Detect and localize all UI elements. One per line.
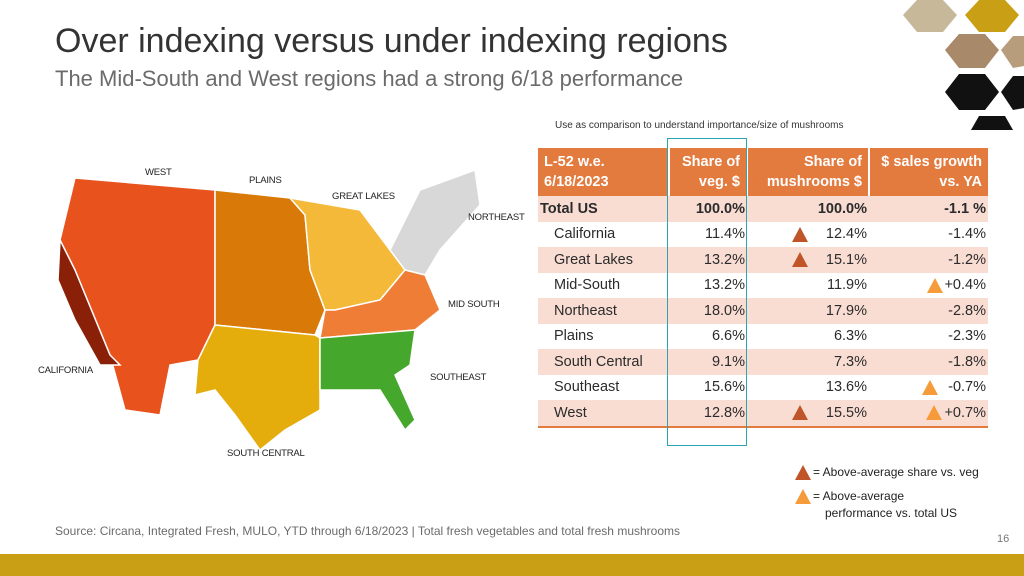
table-cell-region: South Central bbox=[538, 349, 669, 375]
table-cell-veg: 100.0% bbox=[669, 196, 747, 222]
table-cell-growth: -1.2% bbox=[869, 247, 988, 273]
source-note: Source: Circana, Integrated Fresh, MULO,… bbox=[55, 524, 681, 538]
table-header-share-veg: Share of veg. $ bbox=[669, 148, 748, 196]
map-label-southeast: SOUTHEAST bbox=[430, 372, 487, 383]
above-average-share-icon bbox=[791, 405, 808, 421]
hexagon-photo-mushrooms-3 bbox=[1001, 36, 1024, 68]
table-cell-veg: 6.6% bbox=[711, 328, 745, 345]
map-label-west: WEST bbox=[145, 167, 172, 178]
table-cell-growth: -1.8% bbox=[869, 349, 988, 375]
page-number: 16 bbox=[997, 533, 1010, 545]
map-label-california: CALIFORNIA bbox=[38, 365, 94, 376]
above-average-performance-icon bbox=[922, 379, 939, 395]
table-cell-mush: 12.4% bbox=[747, 222, 869, 248]
table-cell-mush: 6.3% bbox=[833, 328, 867, 345]
table-row: Plains 6.6% 6.3% -2.3% bbox=[538, 324, 988, 350]
map-region-northeast bbox=[389, 168, 481, 276]
table-cell-growth: +0.4% bbox=[869, 273, 988, 299]
table-cell-region: West bbox=[538, 400, 669, 428]
table-row: Northeast 18.0% 17.9% -2.8% bbox=[538, 298, 988, 324]
hexagon-black-1 bbox=[945, 74, 999, 110]
footer-bar bbox=[0, 554, 1024, 576]
table-cell-region: Plains bbox=[554, 328, 594, 345]
hexagon-gold-1 bbox=[965, 0, 1019, 32]
table-cell-region: Northeast bbox=[538, 298, 669, 324]
table-cell-mush: 13.6% bbox=[825, 379, 867, 396]
table-cell-mush: 15.1% bbox=[747, 247, 869, 273]
above-average-performance-icon bbox=[927, 277, 944, 293]
table-row: Total US 100.0% 100.0% -1.1 % bbox=[538, 196, 988, 222]
table-cell-growth: -2.8% bbox=[869, 298, 988, 324]
slide-subtitle: The Mid-South and West regions had a str… bbox=[55, 66, 684, 91]
table-cell-mush: 11.9% bbox=[826, 277, 867, 294]
table-row: West 12.8% 15.5% +0.7% bbox=[538, 400, 988, 428]
table-cell-growth: +0.7% bbox=[869, 400, 988, 428]
table-cell-mush: 15.5% bbox=[747, 400, 869, 428]
hexagon-photo-mushrooms-1 bbox=[903, 0, 957, 32]
table-cell-mush: 17.9% bbox=[747, 298, 869, 324]
table-cell-veg: 15.6% bbox=[703, 379, 745, 396]
table-cell-region: Total US bbox=[538, 196, 669, 222]
table-row: Mid-South 13.2% 11.9% +0.4% bbox=[538, 273, 988, 299]
legend-above-average-performance: = Above-average bbox=[795, 489, 904, 505]
dark-triangle-icon bbox=[795, 465, 811, 481]
map-label-plains: PLAINS bbox=[249, 175, 282, 186]
table-row: California 11.4% 12.4% -1.4% bbox=[538, 222, 988, 248]
table-cell-veg: 9.1% bbox=[669, 349, 747, 375]
table-cell-growth: -1.4% bbox=[948, 226, 986, 243]
map-label-great-lakes: GREAT LAKES bbox=[332, 191, 395, 202]
above-average-performance-icon bbox=[926, 405, 943, 421]
table-header-share-mushrooms: Share of mushrooms $ bbox=[747, 148, 870, 196]
light-triangle-icon bbox=[795, 489, 811, 505]
map-region-south-central bbox=[194, 324, 321, 452]
table-row: Great Lakes 13.2% 15.1% -1.2% bbox=[538, 247, 988, 273]
mushroom-hexagon-images bbox=[903, 0, 1024, 130]
legend-above-average-share: = Above-average share vs. veg bbox=[795, 465, 979, 481]
table-header-sales-growth: $ sales growth vs. YA bbox=[869, 148, 988, 196]
table-cell-growth: -0.7% bbox=[869, 375, 988, 401]
map-region-southeast bbox=[319, 329, 416, 432]
table-header-period: L-52 w.e. 6/18/2023 bbox=[538, 148, 670, 196]
table-cell-veg: 18.0% bbox=[669, 298, 747, 324]
table-cell-mush: 100.0% bbox=[747, 196, 869, 222]
table-cell-veg: 13.2% bbox=[669, 247, 747, 273]
table-cell-region: Southeast bbox=[554, 379, 620, 396]
comparison-note: Use as comparison to understand importan… bbox=[555, 120, 844, 131]
table-cell-veg: 11.4% bbox=[704, 226, 745, 243]
table-cell-veg: 13.2% bbox=[703, 277, 745, 294]
hexagon-photo-mushrooms-2 bbox=[945, 34, 999, 68]
map-label-mid-south: MID SOUTH bbox=[448, 299, 500, 310]
regional-share-table: L-52 w.e. 6/18/2023 Share of veg. $ Shar… bbox=[538, 148, 988, 428]
table-cell-veg: 12.8% bbox=[669, 400, 747, 428]
hexagon-black-2 bbox=[1001, 76, 1024, 110]
legend-above-average-performance-line2: performance vs. total US bbox=[825, 506, 958, 520]
hexagon-black-3 bbox=[971, 116, 1013, 130]
map-region-california bbox=[57, 237, 122, 366]
table-cell-mush: 7.3% bbox=[747, 349, 869, 375]
share-of-veg-highlight-box bbox=[667, 138, 747, 446]
slide-title: Over indexing versus under indexing regi… bbox=[55, 22, 728, 60]
table-cell-growth: -1.1 % bbox=[869, 196, 988, 222]
table-cell-region: Great Lakes bbox=[538, 247, 669, 273]
map-label-south-central: SOUTH CENTRAL bbox=[227, 448, 305, 459]
map-label-northeast: NORTHEAST bbox=[468, 212, 525, 223]
table-cell-region: Mid-South bbox=[554, 277, 621, 294]
table-row: South Central 9.1% 7.3% -1.8% bbox=[538, 349, 988, 375]
above-average-share-icon bbox=[791, 226, 808, 242]
table-cell-growth: -2.3% bbox=[948, 328, 986, 345]
table-cell-region: California bbox=[554, 226, 616, 243]
us-regions-map bbox=[57, 168, 481, 452]
above-average-share-icon bbox=[791, 252, 808, 268]
table-row: Southeast 15.6% 13.6% -0.7% bbox=[538, 375, 988, 401]
